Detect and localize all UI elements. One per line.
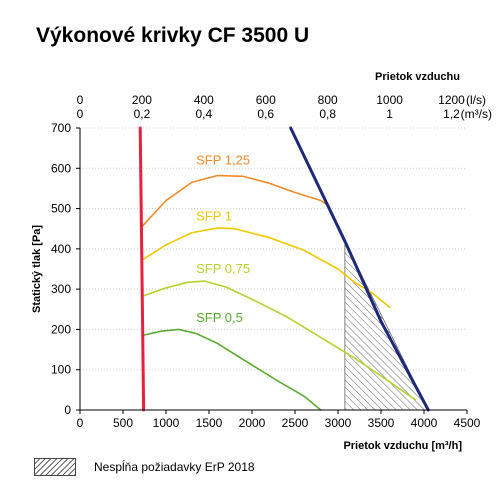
top-tick-label-m3s: 1,2 [443,107,460,121]
top-tick-label-ls: 600 [256,93,276,107]
top-tick-label-m3s: 0 [77,107,84,121]
top-tick-label-m3s: 0,8 [319,107,336,121]
y-axis-title: Statický tlak [Pa] [31,225,43,313]
hatch-legend-swatch [34,458,76,476]
top-tick-label-m3s: 0,4 [195,107,212,121]
x-tick-label: 1000 [153,416,180,430]
y-tick-label: 600 [51,161,71,175]
series-line-2 [141,280,417,401]
y-tick-label: 400 [51,242,71,256]
series-line-5 [289,126,430,412]
y-tick-label: 0 [64,403,71,417]
x-axis-title: Prietok vzduchu [m³/h] [343,440,462,452]
top-tick-label-m3s: 1 [386,107,393,121]
y-tick-label: 100 [51,363,71,377]
y-tick-label: 500 [51,202,71,216]
top-axis-title: Prietok vzduchu [375,71,460,83]
y-tick-label: 700 [51,121,71,135]
top-unit-m3s: (m³/s) [461,107,492,121]
top-tick-label-ls: 1200 [438,93,465,107]
x-tick-label: 500 [113,416,133,430]
series-line-0 [141,174,331,228]
chart-title: Výkonové krivky CF 3500 U [36,24,310,47]
top-tick-label-ls: 400 [194,93,214,107]
top-tick-label-ls: 0 [77,93,84,107]
top-tick-label-m3s: 0,6 [257,107,274,121]
top-unit-ls: (l/s) [466,93,486,107]
y-tick-label: 200 [51,322,71,336]
x-tick-label: 0 [77,416,84,430]
sfp-curve-label: SFP 0,5 [196,310,243,325]
top-tick-label-ls: 800 [318,93,338,107]
top-tick-label-m3s: 0,2 [134,107,151,121]
x-tick-label: 1500 [196,416,223,430]
top-tick-label-ls: 1000 [376,93,403,107]
x-tick-label: 2000 [239,416,266,430]
y-tick-label: 300 [51,282,71,296]
sfp-curve-label: SFP 1 [196,209,232,224]
sfp-curve-label: SFP 0,75 [196,261,250,276]
series-line-4 [138,126,146,412]
series-line-1 [141,227,391,309]
x-tick-label: 4500 [454,416,481,430]
x-tick-label: 3500 [368,416,395,430]
top-tick-label-ls: 200 [132,93,152,107]
legend: Nespĺňa požiadavky ErP 2018 [34,458,255,476]
sfp-curve-label: SFP 1,25 [196,152,250,167]
x-tick-label: 2500 [282,416,309,430]
series-line-3 [141,328,322,411]
legend-label: Nespĺňa požiadavky ErP 2018 [94,460,255,474]
x-tick-label: 3000 [325,416,352,430]
x-tick-label: 4000 [411,416,438,430]
